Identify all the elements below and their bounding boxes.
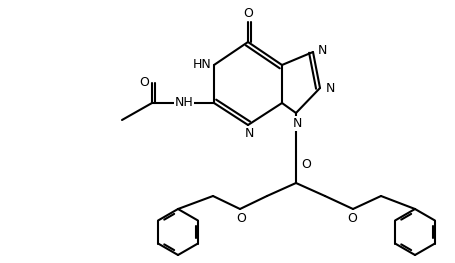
Text: HN: HN	[192, 58, 211, 72]
Text: N: N	[292, 117, 302, 130]
Text: O: O	[301, 158, 311, 170]
Text: O: O	[243, 7, 253, 20]
Text: O: O	[139, 75, 149, 89]
Text: N: N	[244, 127, 254, 140]
Text: O: O	[236, 212, 246, 225]
Text: N: N	[326, 83, 335, 95]
Text: NH: NH	[175, 97, 193, 109]
Text: O: O	[347, 212, 357, 225]
Text: N: N	[318, 43, 328, 57]
